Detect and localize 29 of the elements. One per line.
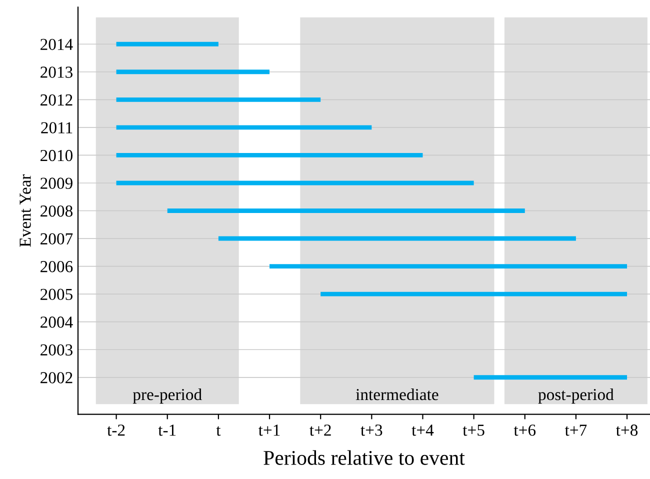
band-label: post-period [538, 388, 614, 404]
y-tick-label: 2003 [40, 344, 72, 356]
x-tick-label: t+3 [360, 424, 382, 436]
y-tick-label: 2009 [40, 178, 72, 189]
y-tick-label: 2006 [40, 261, 73, 272]
x-tick-label: t+4 [412, 424, 434, 436]
x-tick-label: t+6 [514, 424, 536, 436]
y-tick-label: 2013 [40, 66, 72, 78]
x-tick-label: t-2 [107, 424, 125, 436]
y-tick-label: 2005 [40, 288, 72, 300]
y-tick-label: 2010 [40, 150, 73, 162]
y-tick-label: 2008 [40, 205, 73, 217]
y-axis-title: Event Year [20, 174, 31, 247]
x-tick-label: t-1 [158, 424, 176, 436]
y-tick-label: 2004 [40, 316, 73, 328]
y-tick-label: 2002 [40, 372, 72, 384]
x-tick-label: t+7 [564, 424, 587, 436]
x-tick-label: t [216, 426, 221, 436]
x-axis-title: Periods relative to event [264, 450, 465, 465]
x-tick-label: t+5 [462, 424, 484, 436]
y-tick-label: 2007 [40, 233, 73, 244]
band-label: intermediate [356, 388, 438, 400]
x-tick-label: t+2 [310, 424, 331, 436]
y-tick-label: 2012 [40, 94, 72, 106]
y-tick-label: 2014 [40, 38, 73, 50]
band-label: pre-period [132, 388, 202, 404]
y-tick-label: 2011 [41, 122, 72, 134]
x-tick-label: t+1 [258, 424, 280, 436]
x-tick-label: t+8 [616, 424, 638, 436]
